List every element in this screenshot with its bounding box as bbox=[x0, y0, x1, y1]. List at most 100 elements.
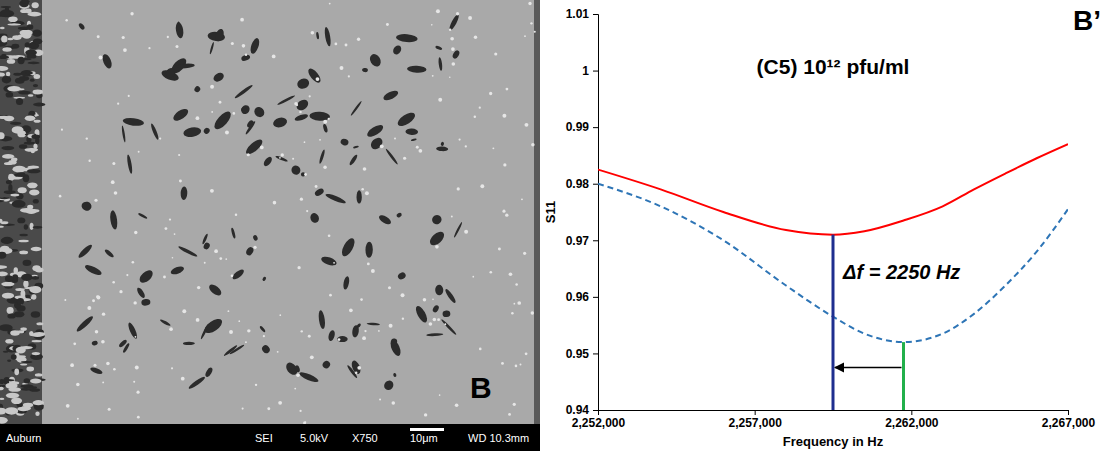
pore bbox=[325, 192, 347, 205]
pore bbox=[348, 154, 358, 166]
texture bbox=[24, 224, 28, 229]
pore bbox=[296, 77, 311, 90]
particle bbox=[365, 191, 369, 195]
pore bbox=[209, 42, 215, 55]
particle bbox=[444, 323, 446, 325]
particle bbox=[128, 95, 130, 97]
texture bbox=[32, 29, 42, 36]
particle bbox=[95, 330, 98, 333]
particle bbox=[279, 314, 281, 316]
tick-mark bbox=[593, 127, 598, 128]
particle bbox=[450, 37, 454, 41]
texture bbox=[5, 339, 13, 344]
particle bbox=[319, 139, 321, 141]
particle bbox=[240, 18, 244, 22]
texture bbox=[30, 78, 35, 81]
particle bbox=[171, 367, 173, 369]
particle bbox=[531, 311, 534, 314]
tick-label: 0.97 bbox=[566, 234, 590, 248]
pore bbox=[78, 22, 86, 30]
pore bbox=[188, 375, 207, 390]
texture bbox=[18, 57, 25, 64]
pore bbox=[126, 154, 133, 174]
particle bbox=[133, 301, 136, 304]
pore bbox=[183, 126, 202, 138]
pore bbox=[84, 263, 103, 277]
scale-bar bbox=[410, 428, 444, 431]
pore bbox=[395, 110, 417, 129]
texture bbox=[26, 367, 34, 372]
pore bbox=[393, 373, 397, 378]
tick-mark bbox=[593, 240, 598, 241]
particle bbox=[304, 173, 307, 176]
particle bbox=[388, 286, 391, 289]
texture bbox=[5, 383, 17, 389]
particle bbox=[181, 377, 185, 381]
texture bbox=[28, 62, 40, 65]
texture bbox=[14, 267, 18, 274]
particle bbox=[242, 44, 246, 48]
particle bbox=[468, 16, 472, 20]
particle bbox=[135, 366, 139, 370]
texture bbox=[19, 144, 27, 149]
pore bbox=[321, 359, 331, 369]
texture bbox=[19, 76, 29, 81]
particle bbox=[309, 95, 311, 97]
particle bbox=[403, 157, 406, 160]
particle bbox=[301, 330, 303, 332]
pore bbox=[175, 22, 185, 39]
particle bbox=[451, 216, 453, 218]
pore bbox=[223, 344, 238, 357]
texture bbox=[13, 73, 21, 76]
pore bbox=[396, 33, 418, 43]
pore bbox=[137, 268, 155, 285]
particle bbox=[457, 187, 460, 190]
pore bbox=[337, 336, 348, 342]
texture bbox=[29, 331, 34, 336]
pore bbox=[322, 124, 328, 133]
pore bbox=[150, 123, 160, 140]
info-text: 10μm bbox=[410, 432, 438, 444]
pore bbox=[350, 100, 362, 116]
particle bbox=[349, 309, 353, 313]
particle bbox=[379, 399, 381, 401]
pore bbox=[193, 85, 201, 93]
particle bbox=[296, 373, 300, 377]
particle bbox=[360, 298, 363, 301]
pore bbox=[200, 323, 210, 340]
tick: 0.98 bbox=[566, 177, 598, 191]
texture bbox=[32, 276, 40, 280]
texture bbox=[1, 238, 11, 244]
texture bbox=[15, 288, 24, 291]
pore bbox=[164, 66, 177, 79]
texture bbox=[21, 274, 32, 281]
texture bbox=[12, 200, 26, 208]
particle bbox=[334, 43, 337, 46]
particle bbox=[523, 252, 526, 255]
texture bbox=[12, 126, 24, 133]
particle bbox=[355, 372, 357, 374]
pore bbox=[436, 146, 448, 151]
pore bbox=[318, 149, 325, 164]
particle bbox=[232, 112, 235, 115]
particle bbox=[449, 29, 452, 32]
y-axis-title: S11 bbox=[543, 201, 558, 223]
particle bbox=[111, 180, 115, 184]
pore bbox=[245, 246, 255, 257]
particle bbox=[272, 55, 276, 59]
particle bbox=[511, 312, 513, 314]
pore bbox=[104, 248, 115, 258]
particle bbox=[304, 421, 306, 423]
particle bbox=[306, 210, 308, 212]
pore bbox=[77, 243, 93, 259]
pore bbox=[367, 322, 380, 325]
texture bbox=[0, 200, 5, 202]
info-text: SEI bbox=[255, 432, 273, 444]
texture bbox=[21, 0, 30, 3]
particle bbox=[225, 131, 229, 135]
texture bbox=[0, 398, 4, 400]
particle bbox=[371, 269, 375, 273]
particle bbox=[134, 231, 137, 234]
texture bbox=[33, 226, 43, 229]
plot-area bbox=[598, 144, 1068, 410]
